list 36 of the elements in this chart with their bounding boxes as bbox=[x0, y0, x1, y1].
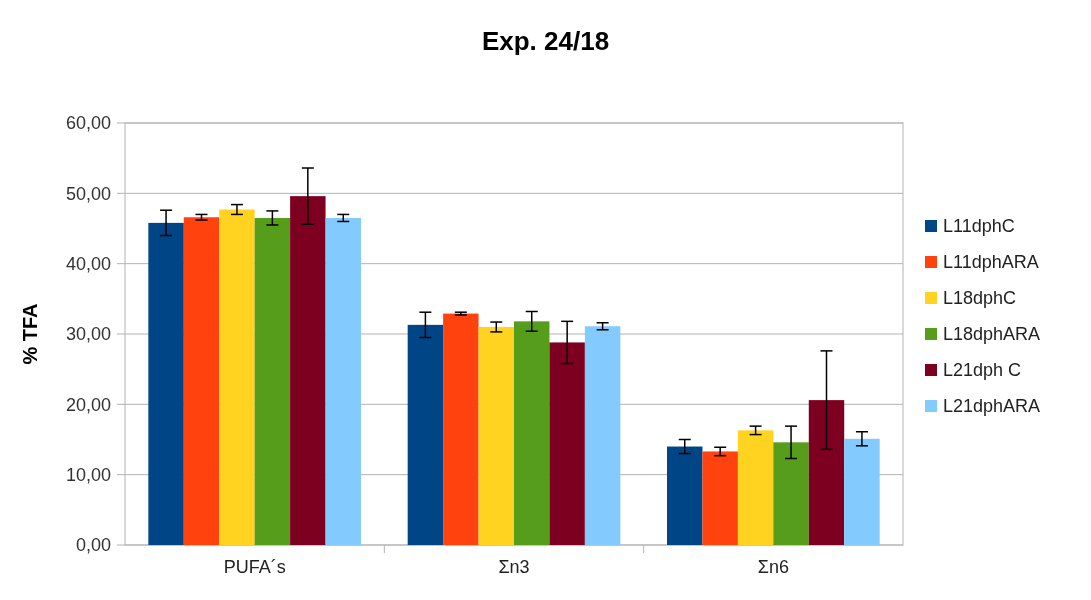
y-tick-label: 30,00 bbox=[65, 324, 111, 345]
y-tick-label: 0,00 bbox=[75, 535, 111, 556]
x-tick-label: Σn6 bbox=[757, 557, 789, 577]
legend-label: L11dphARA bbox=[943, 252, 1039, 273]
legend-label: L18dphC bbox=[943, 288, 1017, 309]
bar bbox=[667, 446, 703, 545]
bar bbox=[478, 326, 514, 545]
bar bbox=[325, 217, 361, 545]
bar bbox=[407, 324, 444, 545]
bar bbox=[808, 400, 845, 545]
bar bbox=[737, 430, 774, 545]
x-tick-label: PUFA´s bbox=[223, 557, 286, 577]
bar bbox=[148, 222, 184, 545]
y-tick-label: 60,00 bbox=[65, 113, 111, 134]
y-axis-title: % TFA bbox=[19, 303, 41, 365]
legend-label: L11dphC bbox=[943, 216, 1015, 237]
bar bbox=[773, 442, 809, 545]
y-tick-label: 40,00 bbox=[65, 253, 111, 274]
bar bbox=[290, 196, 326, 545]
bar bbox=[584, 326, 621, 545]
legend-label: L18dphARA bbox=[943, 324, 1041, 345]
bar bbox=[514, 321, 550, 545]
y-tick-label: 20,00 bbox=[65, 394, 111, 415]
legend-label: L21dphARA bbox=[943, 396, 1041, 417]
y-tick-label: 50,00 bbox=[65, 183, 111, 204]
bar bbox=[183, 217, 220, 545]
bar bbox=[443, 313, 479, 545]
bar bbox=[219, 209, 255, 545]
bar bbox=[254, 217, 291, 545]
bar bbox=[702, 451, 738, 545]
chart-title: Exp. 24/18 bbox=[481, 26, 610, 56]
bar bbox=[844, 438, 880, 545]
y-tick-label: 10,00 bbox=[65, 464, 111, 485]
legend-label: L21dph C bbox=[943, 360, 1022, 381]
x-tick-label: Σn3 bbox=[498, 557, 530, 577]
bar bbox=[549, 342, 585, 545]
